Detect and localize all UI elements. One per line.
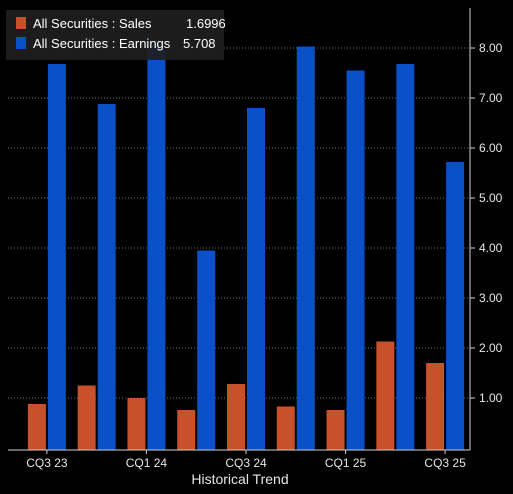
bar-sales (27, 404, 46, 450)
y-tick-label: 1.00 (479, 391, 503, 405)
bar-sales (127, 398, 146, 450)
legend-swatch-earnings (16, 37, 26, 49)
x-tick-label: CQ3 23 (26, 456, 68, 470)
y-tick-label: 5.00 (479, 191, 503, 205)
bar-earnings (47, 64, 66, 450)
x-tick-label: CQ3 24 (225, 456, 267, 470)
legend-swatch-sales (16, 17, 26, 29)
y-tick-label: 6.00 (479, 141, 503, 155)
bar-earnings (396, 64, 415, 450)
y-axis-ticks: 1.00 2.00 3.00 4.00 5.00 6.00 7.00 8.00 (470, 41, 503, 405)
bar-sales (326, 410, 345, 450)
bar-earnings (446, 162, 465, 450)
legend: All Securities : Sales 1.6996 All Securi… (6, 10, 226, 60)
legend-value-earnings: 5.708 (183, 36, 216, 51)
bar-sales (177, 410, 196, 450)
legend-label-earnings: All Securities : Earnings (33, 36, 171, 51)
bar-earnings (197, 250, 216, 450)
bar-earnings (296, 46, 315, 450)
bar-sales (376, 341, 395, 450)
bar-sales (426, 363, 445, 450)
x-tick-label: CQ1 24 (126, 456, 168, 470)
bars (27, 45, 465, 450)
bar-earnings (247, 108, 265, 450)
x-axis-title: Historical Trend (191, 471, 288, 487)
y-tick-label: 3.00 (479, 291, 503, 305)
legend-background (6, 10, 224, 60)
x-axis-ticks: CQ3 23 CQ1 24 CQ3 24 CQ1 25 CQ3 25 (26, 450, 466, 470)
legend-label-sales: All Securities : Sales (33, 16, 152, 31)
bar-sales (77, 385, 96, 450)
y-tick-label: 8.00 (479, 41, 503, 55)
bar-sales (276, 406, 295, 450)
legend-value-sales: 1.6996 (186, 16, 226, 31)
y-tick-label: 2.00 (479, 341, 503, 355)
x-tick-label: CQ1 25 (325, 456, 367, 470)
x-tick-label: CQ3 25 (424, 456, 466, 470)
y-tick-label: 4.00 (479, 241, 503, 255)
y-tick-label: 7.00 (479, 91, 503, 105)
bar-sales (227, 384, 245, 450)
bar-earnings (147, 45, 166, 450)
bar-earnings (346, 70, 365, 450)
bar-earnings (97, 104, 116, 450)
